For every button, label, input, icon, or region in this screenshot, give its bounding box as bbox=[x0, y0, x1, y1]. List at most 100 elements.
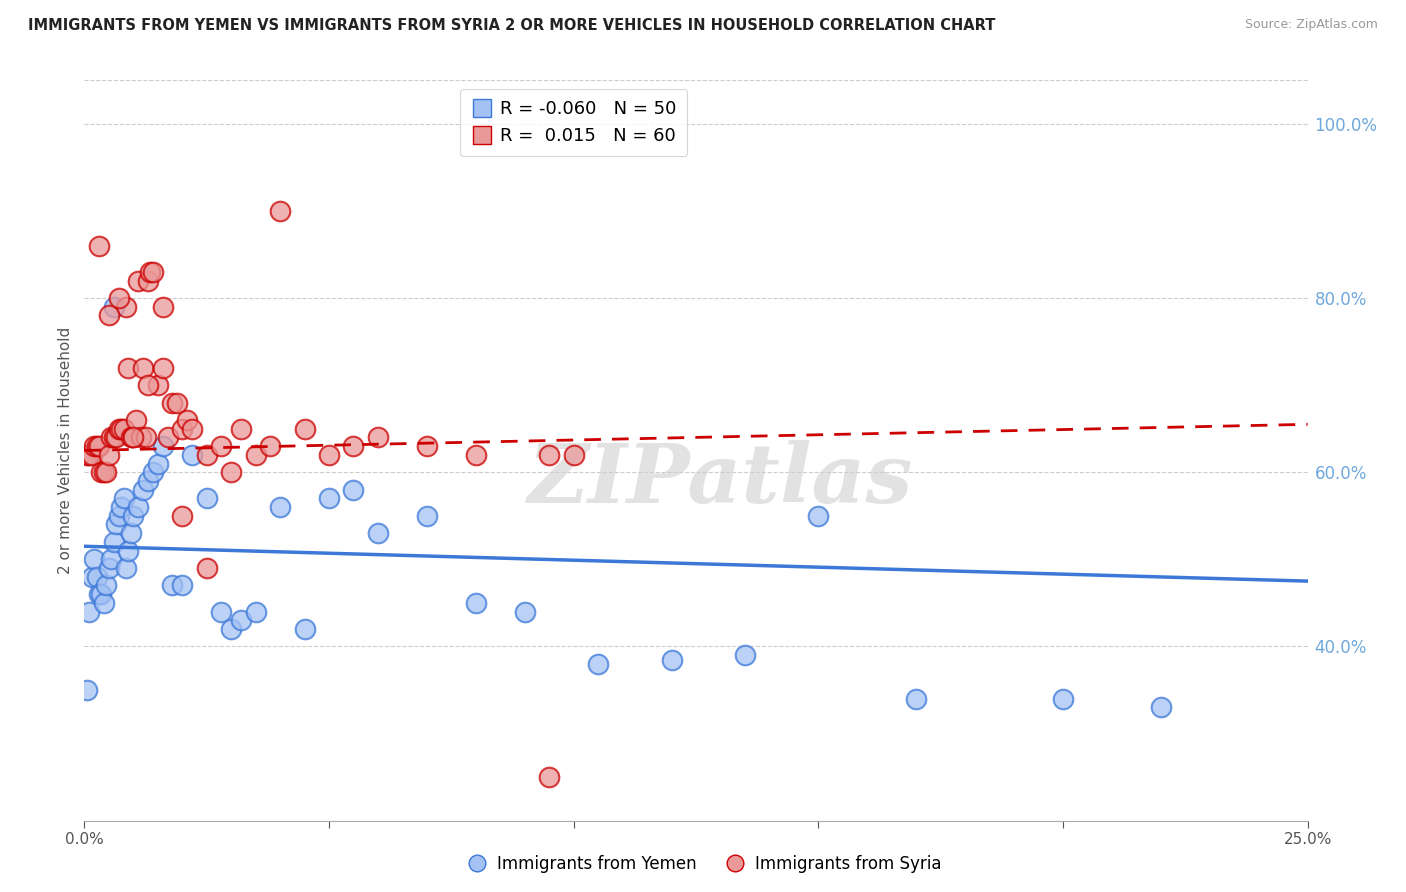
Point bbox=[342, 483, 364, 497]
Point bbox=[661, 652, 683, 666]
Point bbox=[219, 622, 242, 636]
Text: IMMIGRANTS FROM YEMEN VS IMMIGRANTS FROM SYRIA 2 OR MORE VEHICLES IN HOUSEHOLD C: IMMIGRANTS FROM YEMEN VS IMMIGRANTS FROM… bbox=[28, 18, 995, 33]
Point bbox=[152, 439, 174, 453]
Point bbox=[136, 274, 159, 288]
Point bbox=[97, 448, 120, 462]
Point bbox=[152, 360, 174, 375]
Point bbox=[87, 587, 110, 601]
Point bbox=[129, 430, 152, 444]
Point bbox=[1150, 700, 1173, 714]
Point bbox=[181, 422, 204, 436]
Point bbox=[416, 508, 439, 523]
Point bbox=[112, 422, 135, 436]
Point bbox=[122, 508, 145, 523]
Point bbox=[172, 578, 194, 592]
Point bbox=[103, 430, 125, 444]
Point bbox=[142, 465, 165, 479]
Point bbox=[110, 500, 132, 514]
Point bbox=[269, 500, 291, 514]
Point bbox=[122, 430, 145, 444]
Point bbox=[538, 448, 561, 462]
Point bbox=[586, 657, 609, 671]
Point bbox=[76, 683, 98, 698]
Point bbox=[513, 605, 536, 619]
Point bbox=[107, 508, 129, 523]
Point bbox=[127, 500, 149, 514]
Point bbox=[294, 622, 316, 636]
Y-axis label: 2 or more Vehicles in Household: 2 or more Vehicles in Household bbox=[58, 326, 73, 574]
Point bbox=[107, 422, 129, 436]
Point bbox=[105, 430, 128, 444]
Point bbox=[367, 526, 389, 541]
Point bbox=[245, 605, 267, 619]
Point bbox=[342, 439, 364, 453]
Point bbox=[209, 439, 232, 453]
Point bbox=[93, 465, 115, 479]
Point bbox=[181, 448, 204, 462]
Point bbox=[294, 422, 316, 436]
Point bbox=[127, 274, 149, 288]
Point bbox=[120, 526, 142, 541]
Point bbox=[105, 517, 128, 532]
Point bbox=[142, 265, 165, 279]
Point bbox=[139, 265, 162, 279]
Point bbox=[93, 596, 115, 610]
Point bbox=[76, 448, 98, 462]
Point bbox=[318, 491, 340, 506]
Point bbox=[86, 439, 108, 453]
Point bbox=[97, 309, 120, 323]
Point bbox=[195, 448, 218, 462]
Point bbox=[135, 430, 157, 444]
Point bbox=[136, 474, 159, 488]
Point bbox=[176, 413, 198, 427]
Point bbox=[152, 300, 174, 314]
Point bbox=[162, 395, 184, 409]
Point bbox=[132, 360, 155, 375]
Point bbox=[269, 203, 291, 218]
Point bbox=[117, 360, 139, 375]
Point bbox=[87, 239, 110, 253]
Point bbox=[195, 491, 218, 506]
Point bbox=[120, 430, 142, 444]
Point bbox=[107, 291, 129, 305]
Point bbox=[90, 465, 112, 479]
Point bbox=[209, 605, 232, 619]
Point bbox=[367, 430, 389, 444]
Point bbox=[115, 300, 138, 314]
Point bbox=[90, 587, 112, 601]
Point bbox=[132, 483, 155, 497]
Point bbox=[229, 422, 252, 436]
Point bbox=[83, 552, 105, 566]
Point bbox=[318, 448, 340, 462]
Point bbox=[416, 439, 439, 453]
Point bbox=[905, 691, 928, 706]
Point bbox=[103, 300, 125, 314]
Point bbox=[117, 543, 139, 558]
Point bbox=[87, 439, 110, 453]
Text: Source: ZipAtlas.com: Source: ZipAtlas.com bbox=[1244, 18, 1378, 31]
Point bbox=[77, 605, 100, 619]
Point bbox=[80, 448, 103, 462]
Legend: R = -0.060   N = 50, R =  0.015   N = 60: R = -0.060 N = 50, R = 0.015 N = 60 bbox=[460, 89, 688, 156]
Point bbox=[77, 448, 100, 462]
Point bbox=[100, 552, 122, 566]
Point bbox=[229, 613, 252, 627]
Point bbox=[219, 465, 242, 479]
Point bbox=[172, 422, 194, 436]
Point bbox=[125, 413, 148, 427]
Point bbox=[146, 378, 169, 392]
Point bbox=[80, 570, 103, 584]
Point bbox=[96, 578, 118, 592]
Point bbox=[464, 448, 486, 462]
Text: ZIPatlas: ZIPatlas bbox=[527, 440, 912, 520]
Point bbox=[1052, 691, 1074, 706]
Point bbox=[103, 535, 125, 549]
Point bbox=[97, 561, 120, 575]
Point bbox=[195, 561, 218, 575]
Point bbox=[122, 430, 145, 444]
Point bbox=[146, 457, 169, 471]
Point bbox=[562, 448, 585, 462]
Point bbox=[166, 395, 188, 409]
Point bbox=[115, 561, 138, 575]
Point bbox=[172, 508, 194, 523]
